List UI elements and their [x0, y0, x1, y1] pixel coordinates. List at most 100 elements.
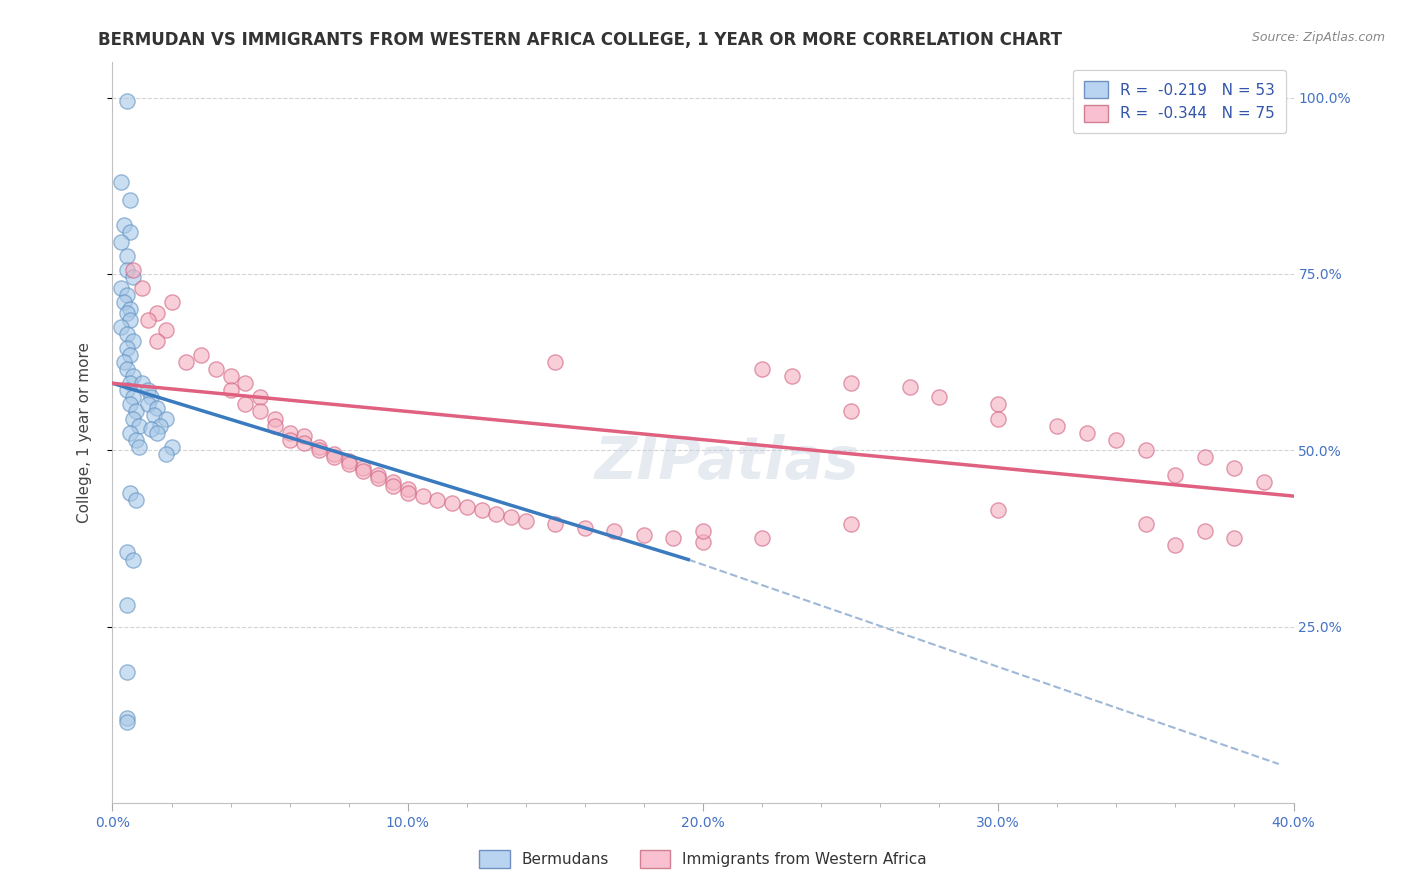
- Point: [382, 478, 405, 492]
- Point: [120, 302, 142, 317]
- Point: [149, 418, 172, 433]
- Point: [308, 440, 330, 454]
- Point: [128, 440, 150, 454]
- Point: [142, 408, 165, 422]
- Point: [160, 295, 183, 310]
- Point: [120, 348, 142, 362]
- Point: [1223, 461, 1246, 475]
- Point: [117, 384, 138, 398]
- Point: [122, 552, 145, 566]
- Legend: R =  -0.219   N = 53, R =  -0.344   N = 75: R = -0.219 N = 53, R = -0.344 N = 75: [1073, 70, 1286, 133]
- Point: [120, 313, 142, 327]
- Point: [136, 313, 159, 327]
- Point: [987, 503, 1010, 517]
- Point: [515, 514, 537, 528]
- Point: [337, 454, 360, 468]
- Point: [120, 425, 142, 440]
- Point: [987, 411, 1010, 425]
- Point: [264, 411, 287, 425]
- Point: [323, 447, 346, 461]
- Point: [633, 528, 655, 542]
- Point: [367, 467, 389, 482]
- Point: [117, 545, 138, 559]
- Point: [131, 376, 153, 391]
- Point: [120, 397, 142, 411]
- Point: [485, 507, 508, 521]
- Point: [110, 281, 132, 295]
- Point: [233, 397, 256, 411]
- Point: [117, 94, 138, 108]
- Point: [1046, 418, 1069, 433]
- Point: [117, 263, 138, 277]
- Text: Source: ZipAtlas.com: Source: ZipAtlas.com: [1251, 31, 1385, 45]
- Point: [574, 521, 596, 535]
- Point: [1135, 517, 1157, 532]
- Point: [1135, 443, 1157, 458]
- Point: [928, 390, 950, 404]
- Point: [751, 362, 773, 376]
- Point: [139, 422, 162, 436]
- Point: [136, 384, 159, 398]
- Point: [456, 500, 478, 514]
- Point: [278, 433, 301, 447]
- Point: [117, 665, 138, 680]
- Point: [1223, 532, 1246, 546]
- Point: [125, 433, 148, 447]
- Point: [662, 532, 685, 546]
- Point: [1253, 475, 1275, 489]
- Point: [898, 380, 921, 394]
- Point: [249, 390, 271, 404]
- Point: [396, 485, 419, 500]
- Point: [544, 355, 567, 369]
- Point: [692, 535, 714, 549]
- Point: [1105, 433, 1128, 447]
- Point: [441, 496, 464, 510]
- Text: BERMUDAN VS IMMIGRANTS FROM WESTERN AFRICA COLLEGE, 1 YEAR OR MORE CORRELATION C: BERMUDAN VS IMMIGRANTS FROM WESTERN AFRI…: [98, 31, 1063, 49]
- Point: [122, 263, 145, 277]
- Point: [839, 517, 862, 532]
- Point: [117, 599, 138, 613]
- Point: [264, 418, 287, 433]
- Point: [1194, 524, 1216, 539]
- Point: [112, 295, 135, 310]
- Y-axis label: College, 1 year or more: College, 1 year or more: [77, 343, 91, 523]
- Point: [120, 225, 142, 239]
- Point: [352, 461, 374, 475]
- Point: [155, 447, 177, 461]
- Point: [751, 532, 773, 546]
- Point: [122, 390, 145, 404]
- Point: [112, 355, 135, 369]
- Point: [122, 270, 145, 285]
- Point: [146, 306, 169, 320]
- Point: [352, 464, 374, 478]
- Point: [136, 397, 159, 411]
- Point: [112, 218, 135, 232]
- Point: [120, 193, 142, 207]
- Point: [110, 175, 132, 189]
- Point: [501, 510, 523, 524]
- Point: [122, 411, 145, 425]
- Point: [987, 397, 1010, 411]
- Point: [120, 376, 142, 391]
- Point: [411, 489, 433, 503]
- Point: [122, 369, 145, 384]
- Point: [155, 323, 177, 337]
- Point: [1164, 467, 1187, 482]
- Point: [1194, 450, 1216, 465]
- Point: [426, 492, 449, 507]
- Point: [292, 429, 315, 443]
- Point: [125, 404, 148, 418]
- Point: [117, 306, 138, 320]
- Point: [155, 411, 177, 425]
- Point: [146, 334, 169, 348]
- Point: [117, 249, 138, 263]
- Point: [117, 341, 138, 355]
- Point: [139, 390, 162, 404]
- Point: [205, 362, 228, 376]
- Point: [233, 376, 256, 391]
- Point: [146, 401, 169, 415]
- Point: [128, 418, 150, 433]
- Point: [839, 404, 862, 418]
- Point: [249, 404, 271, 418]
- Point: [117, 326, 138, 341]
